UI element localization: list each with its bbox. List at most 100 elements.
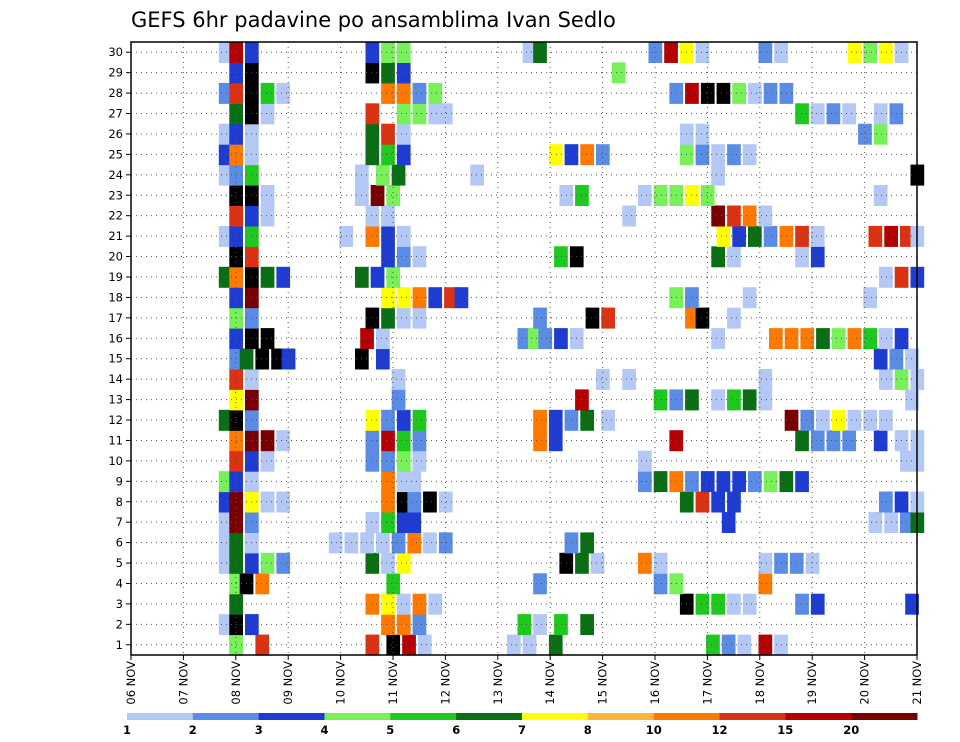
colorbar-swatch [192, 713, 260, 720]
heatmap-cell [580, 409, 594, 431]
heatmap-cell [721, 512, 736, 533]
heatmap-cell [795, 103, 809, 125]
heatmap-cell [716, 471, 731, 493]
heatmap-cell [218, 82, 233, 104]
grid-lines [131, 42, 917, 655]
x-tick-label: 14 NOV [543, 661, 557, 705]
heatmap-cell [721, 634, 736, 656]
heatmap-cell [826, 430, 841, 452]
heatmap-cell [276, 266, 291, 288]
heatmap-cell [795, 225, 809, 247]
colorbar-label: 1 [123, 723, 131, 737]
heatmap-cell [412, 82, 427, 104]
heatmap-cell [396, 593, 411, 615]
x-tick-label: 21 NOV [910, 661, 924, 705]
heatmap-cell [370, 185, 385, 206]
heatmap-cell [271, 348, 285, 370]
heatmap-cell [831, 328, 846, 350]
heatmap-cell [711, 328, 725, 350]
heatmap-cell [548, 430, 563, 452]
heatmap-cell [444, 287, 458, 309]
x-tick-label: 09 NOV [281, 661, 295, 705]
heatmap-cell [396, 246, 411, 268]
colorbar-label: 7 [518, 723, 526, 737]
colorbar-swatch [785, 713, 852, 720]
heatmap-cell [381, 430, 395, 452]
heatmap-cell [412, 307, 427, 329]
heatmap-cell [260, 266, 275, 288]
heatmap-cell [381, 593, 395, 615]
colorbar-label: 8 [584, 723, 592, 737]
heatmap-cell [533, 409, 547, 431]
heatmap-cell [842, 103, 856, 125]
colorbar-label: 12 [711, 723, 727, 737]
heatmap-cell [396, 82, 411, 104]
plot-frame [130, 41, 918, 656]
colorbar-label: 2 [189, 723, 197, 737]
heatmap-cell [381, 287, 395, 309]
heatmap-cell [396, 307, 411, 329]
colorbar-label: 4 [320, 723, 328, 737]
heatmap-cell [396, 103, 411, 125]
colorbar-swatch [258, 713, 325, 720]
y-tick-label: 6 [116, 536, 123, 550]
heatmap-cell [381, 471, 395, 493]
heatmap-cell [695, 593, 710, 615]
heatmap-cell [255, 573, 270, 595]
heatmap-cell [554, 328, 568, 350]
heatmap-cell [218, 144, 233, 166]
heatmap-cell [700, 471, 715, 493]
y-tick-label: 29 [108, 66, 123, 80]
heatmap-cell [737, 634, 752, 656]
colorbar-swatch [456, 713, 523, 720]
heatmap-cell [218, 164, 233, 186]
heatmap-cell [879, 368, 893, 390]
heatmap-cell [905, 593, 919, 615]
heatmap-cell [879, 266, 893, 288]
x-tick-label: 07 NOV [176, 661, 190, 705]
heatmap-cell [905, 348, 919, 370]
heatmap-cell [328, 532, 343, 554]
heatmap-cell [381, 123, 395, 145]
y-tick-label: 12 [108, 413, 123, 427]
heatmap-cell [517, 614, 532, 636]
heatmap-cell [260, 552, 275, 574]
y-tick-label: 23 [108, 188, 123, 202]
heatmap-cell [376, 348, 390, 370]
colorbar-label: 15 [777, 723, 793, 737]
heatmap-cell [428, 593, 443, 615]
heatmap-cell [548, 634, 563, 656]
x-tick-label: 19 NOV [805, 661, 819, 705]
heatmap-cell [412, 103, 427, 125]
heatmap-cell [365, 144, 380, 166]
heatmap-cell [580, 614, 594, 636]
y-tick-label: 4 [116, 576, 123, 590]
heatmap-cell [365, 409, 380, 431]
colorbar-swatch [653, 713, 720, 720]
heatmap-cell [407, 532, 422, 554]
colorbar-swatch [587, 713, 655, 720]
heatmap-cell [260, 328, 275, 350]
heatmap-cell [218, 123, 233, 145]
heatmap-cell [260, 205, 275, 227]
heatmap-cell [218, 552, 233, 574]
colorbar-label: 10 [646, 723, 662, 737]
heatmap-cell [732, 225, 746, 247]
heatmap-cell [218, 225, 233, 247]
colorbar-swatch [324, 713, 391, 720]
y-tick-label: 2 [116, 617, 123, 631]
x-tick-label: 06 NOV [124, 661, 138, 705]
heatmap-cell [396, 491, 411, 513]
heatmap-cell [695, 307, 710, 329]
heatmap-cell [381, 205, 395, 227]
x-tick-label: 13 NOV [491, 661, 505, 705]
heatmap-cell [805, 552, 820, 574]
y-tick-label: 3 [116, 597, 123, 611]
y-tick-label: 11 [108, 433, 123, 447]
heatmap-cell [260, 185, 275, 206]
heatmap-cell [381, 144, 395, 166]
heatmap-cell [653, 389, 668, 411]
heatmap-cell [748, 82, 762, 104]
heatmap-cell [795, 246, 809, 268]
